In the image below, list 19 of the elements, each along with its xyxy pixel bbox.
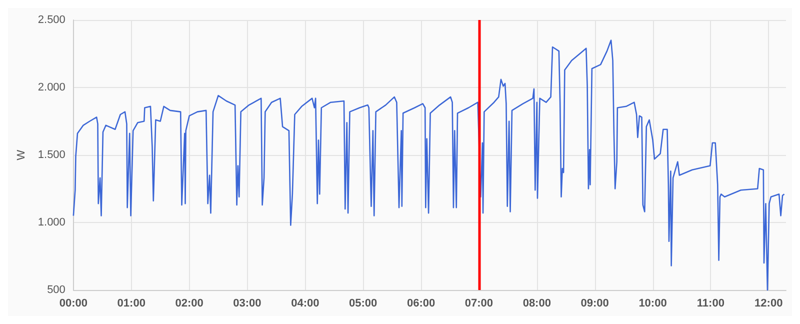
y-tick-label: 2.000 [38,82,66,94]
x-tick-label: 00:00 [59,298,88,310]
x-tick-label: 04:00 [291,298,320,310]
y-axis-title: W [16,149,28,160]
x-tick-label: 07:00 [464,298,494,310]
x-tick-label: 01:00 [117,298,146,310]
x-tick-label: 11:00 [696,298,724,310]
x-tick-label: 03:00 [233,298,262,310]
x-tick-label: 08:00 [522,298,551,310]
x-tick-label: 10:00 [638,298,667,310]
x-tick-label: 09:00 [580,298,609,310]
x-tick-label: 12:00 [754,298,783,310]
x-tick-label: 05:00 [349,298,378,310]
y-tick-label: 500 [47,284,66,296]
y-tick-label: 2.500 [38,14,66,26]
y-tick-label: 1.500 [38,149,66,161]
x-tick-label: 06:00 [406,298,436,310]
x-tick-label: 02:00 [175,298,204,310]
y-tick-label: 1.000 [38,216,66,228]
